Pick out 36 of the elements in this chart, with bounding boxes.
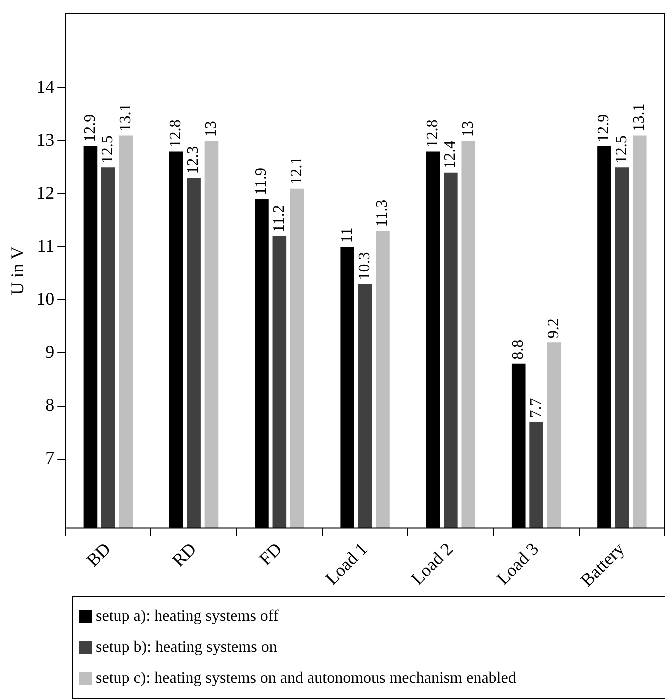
x-tick-label: RD — [168, 538, 200, 571]
y-tick-label: 8 — [46, 395, 55, 416]
y-tick-label: 10 — [36, 288, 55, 309]
y-tick-label: 9 — [46, 342, 55, 362]
data-label: 11.9 — [253, 168, 270, 196]
data-label: 12.8 — [168, 120, 185, 148]
data-label: 10.3 — [356, 252, 374, 280]
data-label: 11.3 — [374, 200, 392, 228]
x-tick-label: FD — [255, 538, 286, 570]
data-label: 12.9 — [82, 114, 99, 142]
data-label: 11 — [338, 228, 356, 244]
y-axis-title: U in V — [8, 246, 28, 296]
data-label: 12.9 — [596, 114, 613, 142]
data-label: 12.5 — [100, 136, 117, 164]
legend-label: setup a): heating systems off — [95, 606, 280, 626]
data-label: 13 — [202, 121, 220, 138]
y-tick-label: 11 — [37, 236, 55, 256]
y-tick-label: 7 — [46, 448, 55, 468]
data-label: 9.2 — [545, 318, 562, 339]
data-label: 13 — [460, 121, 477, 138]
y-tick-label: 12 — [36, 182, 55, 203]
y-tick-label: 14 — [36, 76, 55, 97]
data-label: 13.1 — [117, 104, 134, 132]
data-label: 12.1 — [288, 156, 306, 185]
x-tick-label: BD — [82, 538, 115, 571]
data-label: 12.5 — [613, 136, 630, 164]
data-label: 11.2 — [270, 205, 288, 233]
legend-label: setup c): heating systems on and autonomous mechanism enabled — [95, 668, 518, 688]
data-label: 12.3 — [185, 146, 202, 174]
data-label: 12.8 — [424, 120, 442, 148]
data-label: 12.4 — [442, 140, 460, 169]
y-tick-label: 13 — [36, 130, 55, 150]
data-label: 13.1 — [631, 104, 648, 132]
data-label: 8.8 — [510, 340, 528, 360]
legend-label: setup b): heating systems on — [95, 638, 278, 658]
data-label: 7.7 — [528, 398, 545, 418]
